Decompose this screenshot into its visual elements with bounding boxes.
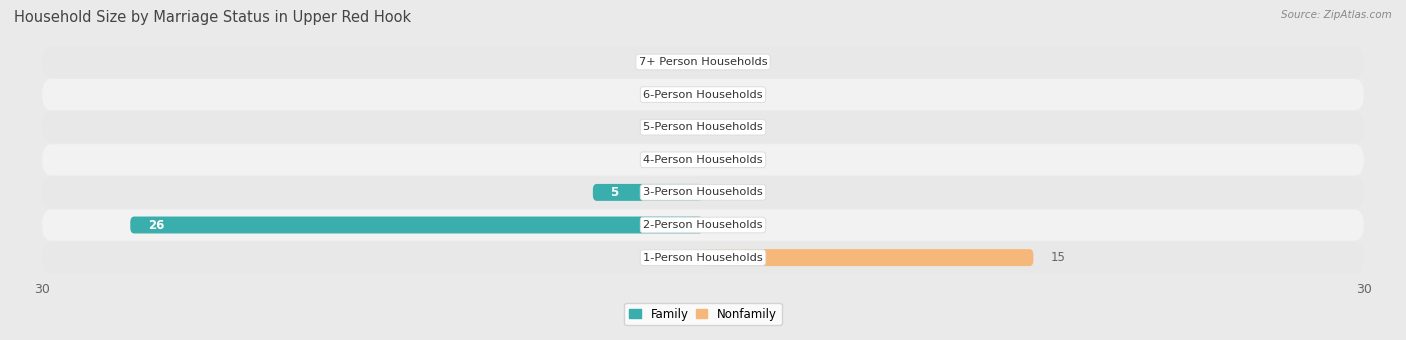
FancyBboxPatch shape xyxy=(703,249,1033,266)
Text: 0: 0 xyxy=(673,88,681,101)
Text: Source: ZipAtlas.com: Source: ZipAtlas.com xyxy=(1281,10,1392,20)
FancyBboxPatch shape xyxy=(42,242,1364,273)
Text: 0: 0 xyxy=(725,121,733,134)
Text: 0: 0 xyxy=(725,153,733,166)
Text: 0: 0 xyxy=(725,219,733,232)
Text: 0: 0 xyxy=(673,153,681,166)
FancyBboxPatch shape xyxy=(42,46,1364,78)
Text: 5: 5 xyxy=(610,186,619,199)
Text: 0: 0 xyxy=(673,251,681,264)
Text: 4-Person Households: 4-Person Households xyxy=(643,155,763,165)
FancyBboxPatch shape xyxy=(42,177,1364,208)
Text: Household Size by Marriage Status in Upper Red Hook: Household Size by Marriage Status in Upp… xyxy=(14,10,411,25)
Text: 1-Person Households: 1-Person Households xyxy=(643,253,763,262)
FancyBboxPatch shape xyxy=(42,112,1364,143)
Text: 0: 0 xyxy=(725,88,733,101)
Text: 2-Person Households: 2-Person Households xyxy=(643,220,763,230)
Text: 0: 0 xyxy=(725,186,733,199)
FancyBboxPatch shape xyxy=(42,144,1364,175)
FancyBboxPatch shape xyxy=(131,217,703,234)
Text: 0: 0 xyxy=(725,55,733,68)
Text: 26: 26 xyxy=(148,219,165,232)
Text: 5-Person Households: 5-Person Households xyxy=(643,122,763,132)
Text: 15: 15 xyxy=(1052,251,1066,264)
FancyBboxPatch shape xyxy=(42,79,1364,110)
Legend: Family, Nonfamily: Family, Nonfamily xyxy=(624,303,782,325)
Text: 0: 0 xyxy=(673,121,681,134)
Text: 7+ Person Households: 7+ Person Households xyxy=(638,57,768,67)
Text: 0: 0 xyxy=(673,55,681,68)
Text: 3-Person Households: 3-Person Households xyxy=(643,187,763,198)
FancyBboxPatch shape xyxy=(42,209,1364,241)
FancyBboxPatch shape xyxy=(593,184,703,201)
Text: 6-Person Households: 6-Person Households xyxy=(643,90,763,100)
